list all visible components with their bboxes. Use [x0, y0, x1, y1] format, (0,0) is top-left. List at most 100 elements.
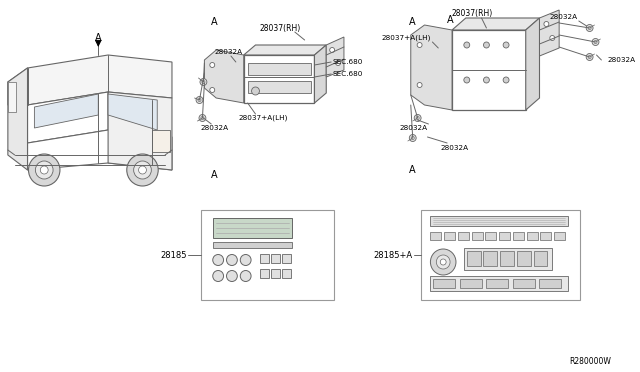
Bar — [244, 55, 314, 103]
Bar — [541, 232, 551, 240]
Bar — [282, 254, 291, 263]
Bar — [213, 242, 292, 248]
Text: R280000W: R280000W — [570, 357, 611, 366]
Text: 28032A: 28032A — [441, 145, 469, 151]
Bar — [458, 232, 468, 240]
Bar — [260, 269, 269, 278]
Text: 28037+A(LH): 28037+A(LH) — [239, 115, 288, 121]
Circle shape — [503, 77, 509, 83]
Bar — [8, 82, 16, 112]
Bar — [282, 269, 291, 278]
Text: A: A — [211, 170, 218, 180]
Polygon shape — [411, 25, 452, 110]
Circle shape — [134, 161, 151, 179]
Circle shape — [417, 42, 422, 48]
Polygon shape — [452, 18, 540, 30]
Circle shape — [201, 116, 204, 119]
Polygon shape — [28, 55, 172, 105]
Text: SEC.680: SEC.680 — [332, 71, 362, 77]
Text: 28185+A: 28185+A — [374, 250, 413, 260]
Circle shape — [544, 22, 549, 26]
Circle shape — [252, 87, 259, 95]
Bar — [452, 30, 525, 110]
Polygon shape — [525, 18, 540, 110]
Circle shape — [586, 54, 593, 61]
Circle shape — [588, 55, 591, 58]
Text: A: A — [410, 17, 416, 27]
Text: A: A — [95, 33, 102, 43]
Bar — [248, 63, 310, 75]
Circle shape — [227, 254, 237, 266]
Circle shape — [410, 135, 416, 141]
Text: 28032A: 28032A — [200, 125, 228, 131]
Bar — [513, 232, 524, 240]
Bar — [483, 251, 497, 266]
Circle shape — [29, 154, 60, 186]
Circle shape — [550, 35, 555, 41]
Polygon shape — [8, 68, 28, 105]
Circle shape — [240, 270, 251, 282]
Bar — [464, 248, 552, 270]
Circle shape — [198, 99, 201, 102]
Polygon shape — [108, 94, 157, 130]
Circle shape — [127, 154, 158, 186]
Polygon shape — [8, 68, 28, 170]
Circle shape — [330, 48, 335, 52]
Circle shape — [212, 254, 223, 266]
Polygon shape — [108, 92, 172, 170]
Circle shape — [483, 77, 490, 83]
Polygon shape — [204, 50, 244, 103]
Polygon shape — [326, 37, 344, 77]
Bar — [500, 251, 514, 266]
Text: A: A — [211, 17, 218, 27]
Circle shape — [464, 42, 470, 48]
Bar — [444, 232, 455, 240]
Text: A: A — [447, 15, 453, 25]
Circle shape — [240, 254, 251, 266]
Text: 28032A: 28032A — [550, 14, 578, 20]
Bar — [554, 232, 565, 240]
Text: SEC.680: SEC.680 — [332, 59, 362, 65]
Circle shape — [431, 249, 456, 275]
Circle shape — [594, 41, 597, 44]
Bar — [260, 254, 269, 263]
Circle shape — [196, 96, 203, 103]
Circle shape — [35, 161, 53, 179]
Text: 28032A: 28032A — [399, 125, 428, 131]
Bar — [486, 279, 508, 288]
Text: 28185: 28185 — [160, 250, 187, 260]
Circle shape — [416, 116, 419, 119]
Bar — [513, 279, 534, 288]
Circle shape — [210, 62, 214, 67]
Bar — [431, 276, 568, 291]
Circle shape — [40, 166, 48, 174]
Circle shape — [586, 25, 593, 32]
Bar — [213, 218, 292, 238]
Bar — [431, 216, 568, 226]
Bar — [431, 232, 441, 240]
Text: 28032A: 28032A — [607, 57, 636, 63]
Polygon shape — [244, 45, 326, 55]
Circle shape — [592, 38, 599, 45]
Bar — [433, 279, 455, 288]
Bar — [202, 210, 334, 300]
Bar — [517, 251, 531, 266]
Polygon shape — [28, 130, 172, 170]
Text: 28037+A(LH): 28037+A(LH) — [381, 35, 431, 41]
Bar — [248, 81, 310, 93]
Bar — [472, 232, 483, 240]
Circle shape — [139, 166, 147, 174]
Circle shape — [335, 61, 340, 65]
Circle shape — [436, 255, 450, 269]
Circle shape — [417, 83, 422, 87]
Text: 28037(RH): 28037(RH) — [451, 9, 492, 17]
Polygon shape — [540, 10, 559, 56]
Text: A: A — [410, 165, 416, 175]
Bar — [271, 254, 280, 263]
Circle shape — [440, 259, 446, 265]
Circle shape — [503, 42, 509, 48]
Text: 28032A: 28032A — [215, 49, 243, 55]
Circle shape — [227, 270, 237, 282]
Circle shape — [200, 78, 207, 86]
Bar — [271, 269, 280, 278]
